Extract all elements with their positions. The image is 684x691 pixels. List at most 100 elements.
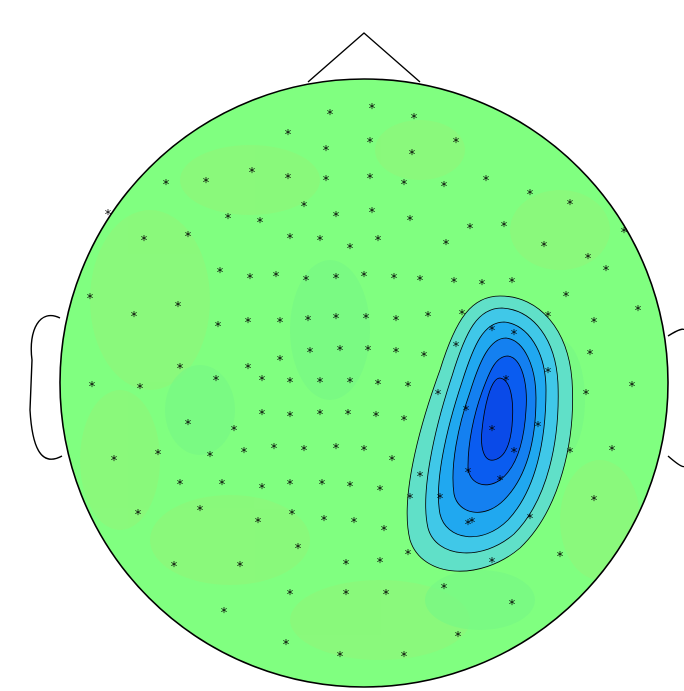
electrode-marker: * <box>303 274 310 289</box>
electrode-marker: * <box>259 482 266 497</box>
electrode-marker: * <box>389 454 396 469</box>
electrode-marker: * <box>365 344 372 359</box>
electrode-marker: * <box>135 508 142 523</box>
electrode-marker: * <box>501 220 508 235</box>
electrode-marker: * <box>287 588 294 603</box>
electrode-marker: * <box>259 374 266 389</box>
electrode-marker: * <box>377 484 384 499</box>
electrode-marker: * <box>373 410 380 425</box>
electrode-marker: * <box>221 606 228 621</box>
field-texture <box>80 120 640 660</box>
electrode-marker: * <box>361 444 368 459</box>
electrode-marker: * <box>545 366 552 381</box>
electrode-marker: * <box>503 374 510 389</box>
electrode-marker: * <box>249 166 256 181</box>
left-ear-outline <box>29 315 63 460</box>
electrode-marker: * <box>375 234 382 249</box>
electrode-marker: * <box>483 174 490 189</box>
electrode-marker: * <box>277 354 284 369</box>
electrode-marker: * <box>407 214 414 229</box>
electrode-marker: * <box>337 344 344 359</box>
electrode-marker: * <box>409 148 416 163</box>
electrode-marker: * <box>585 252 592 267</box>
electrode-marker: * <box>285 172 292 187</box>
nose-outline <box>307 32 421 83</box>
electrode-marker: * <box>509 276 516 291</box>
electrode-marker: * <box>277 316 284 331</box>
electrode-marker: * <box>489 556 496 571</box>
electrode-marker: * <box>273 270 280 285</box>
electrode-marker: * <box>375 378 382 393</box>
contour-level-6 <box>481 377 514 461</box>
electrode-marker: * <box>217 266 224 281</box>
electrode-marker: * <box>111 454 118 469</box>
electrode-marker: * <box>391 272 398 287</box>
electrode-marker: * <box>545 310 552 325</box>
electrode-marker: * <box>421 350 428 365</box>
electrode-marker: * <box>489 324 496 339</box>
electrode-marker: * <box>489 424 496 439</box>
electrode-marker: * <box>535 420 542 435</box>
electrode-marker: * <box>87 292 94 307</box>
electrode-marker: * <box>317 376 324 391</box>
electrode-marker: * <box>245 316 252 331</box>
electrode-marker: * <box>333 442 340 457</box>
electrode-marker: * <box>337 650 344 665</box>
electrode-marker: * <box>567 198 574 213</box>
electrode-marker: * <box>563 290 570 305</box>
electrode-marker: * <box>369 206 376 221</box>
electrode-marker: * <box>401 650 408 665</box>
electrode-marker: * <box>347 480 354 495</box>
electrode-marker: * <box>527 188 534 203</box>
electrode-marker: * <box>247 272 254 287</box>
electrode-marker: * <box>377 556 384 571</box>
electrode-marker: * <box>271 442 278 457</box>
electrode-marker: * <box>621 226 628 241</box>
electrode-marker: * <box>541 240 548 255</box>
electrode-marker: * <box>635 304 642 319</box>
right-ear-outline <box>667 328 684 468</box>
electrode-marker: * <box>163 178 170 193</box>
electrode-marker: * <box>405 548 412 563</box>
electrode-marker: * <box>333 210 340 225</box>
electrode-marker: * <box>333 272 340 287</box>
electrode-marker: * <box>465 518 472 533</box>
electrode-marker: * <box>441 180 448 195</box>
electrode-marker: * <box>287 376 294 391</box>
electrode-marker: * <box>259 408 266 423</box>
electrode-marker: * <box>479 278 486 293</box>
electrode-marker: * <box>207 450 214 465</box>
electrode-marker: * <box>583 388 590 403</box>
electrode-marker: * <box>197 504 204 519</box>
electrode-marker: * <box>323 174 330 189</box>
electrode-marker: * <box>511 446 518 461</box>
electrode-marker: * <box>231 424 238 439</box>
electrode-marker: * <box>171 560 178 575</box>
electrode-marker: * <box>287 232 294 247</box>
electrode-marker: * <box>603 264 610 279</box>
electrode-marker: * <box>321 514 328 529</box>
electrode-marker: * <box>441 582 448 597</box>
electrode-marker: * <box>225 212 232 227</box>
electrode-marker: * <box>317 408 324 423</box>
electrode-marker: * <box>347 376 354 391</box>
electrode-marker: * <box>401 178 408 193</box>
electrode-marker: * <box>287 478 294 493</box>
electrode-marker: * <box>343 558 350 573</box>
electrode-marker: * <box>175 300 182 315</box>
electrode-marker: * <box>393 346 400 361</box>
electrode-marker: * <box>451 276 458 291</box>
electrode-marker: * <box>511 328 518 343</box>
electrode-marker: * <box>591 316 598 331</box>
electrode-marker: * <box>497 474 504 489</box>
electrode-marker: * <box>367 136 374 151</box>
electrode-marker: * <box>629 380 636 395</box>
electrode-marker: * <box>383 588 390 603</box>
electrode-marker: * <box>307 346 314 361</box>
electrode-marker: * <box>155 448 162 463</box>
electrode-marker: * <box>381 524 388 539</box>
electrode-marker: * <box>287 410 294 425</box>
electrode-marker: * <box>177 362 184 377</box>
electrode-marker: * <box>369 102 376 117</box>
electrode-marker: * <box>219 478 226 493</box>
